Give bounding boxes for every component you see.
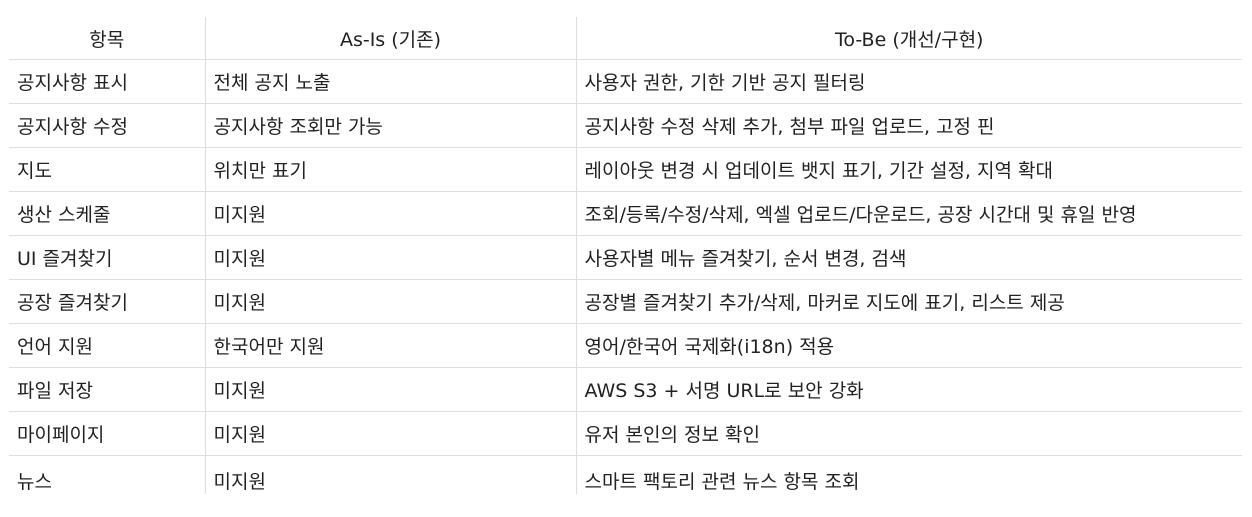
cell-as-is: 위치만 표기 [204, 147, 576, 192]
cell-as-is: 미지원 [204, 367, 576, 412]
cell-item: 마이페이지 [9, 411, 205, 456]
table-row: 공지사항 표시 전체 공지 노출 사용자 권한, 기한 기반 공지 필터링 [9, 59, 1242, 104]
table-row: 언어 지원 한국어만 지원 영어/한국어 국제화(i18n) 적용 [9, 323, 1242, 368]
cell-as-is: 미지원 [204, 235, 576, 280]
table-row: 마이페이지 미지원 유저 본인의 정보 확인 [9, 411, 1242, 456]
cell-item: 공지사항 수정 [9, 103, 205, 148]
table-row: 뉴스 미지원 스마트 팩토리 관련 뉴스 항목 조회 [9, 455, 1242, 494]
comparison-table-container: 항목 As-Is (기존) To-Be (개선/구현) 공지사항 표시 전체 공… [9, 17, 1242, 494]
cell-to-be: 유저 본인의 정보 확인 [575, 411, 1242, 456]
cell-item: 지도 [9, 147, 205, 192]
cell-item: 파일 저장 [9, 367, 205, 412]
cell-as-is: 미지원 [204, 191, 576, 236]
header-item: 항목 [9, 17, 205, 60]
cell-item: 공지사항 표시 [9, 59, 205, 104]
cell-item: 공장 즐겨찾기 [9, 279, 205, 324]
cell-to-be: 영어/한국어 국제화(i18n) 적용 [575, 323, 1242, 368]
table-row: 공지사항 수정 공지사항 조회만 가능 공지사항 수정 삭제 추가, 첨부 파일… [9, 103, 1242, 148]
cell-item: 생산 스케줄 [9, 191, 205, 236]
cell-to-be: AWS S3 + 서명 URL로 보안 강화 [575, 367, 1242, 412]
table-row: UI 즐겨찾기 미지원 사용자별 메뉴 즐겨찾기, 순서 변경, 검색 [9, 235, 1242, 280]
cell-to-be: 공장별 즐겨찾기 추가/삭제, 마커로 지도에 표기, 리스트 제공 [575, 279, 1242, 324]
cell-item: 언어 지원 [9, 323, 205, 368]
table-row: 지도 위치만 표기 레이아웃 변경 시 업데이트 뱃지 표기, 기간 설정, 지… [9, 147, 1242, 192]
cell-item: UI 즐겨찾기 [9, 235, 205, 280]
header-to-be: To-Be (개선/구현) [575, 17, 1242, 60]
table-row: 파일 저장 미지원 AWS S3 + 서명 URL로 보안 강화 [9, 367, 1242, 412]
table-row: 공장 즐겨찾기 미지원 공장별 즐겨찾기 추가/삭제, 마커로 지도에 표기, … [9, 279, 1242, 324]
cell-to-be: 스마트 팩토리 관련 뉴스 항목 조회 [575, 455, 1242, 494]
as-is-to-be-table: 항목 As-Is (기존) To-Be (개선/구현) 공지사항 표시 전체 공… [9, 17, 1242, 494]
cell-as-is: 미지원 [204, 455, 576, 494]
cell-as-is: 공지사항 조회만 가능 [204, 103, 576, 148]
cell-as-is: 미지원 [204, 279, 576, 324]
cell-as-is: 미지원 [204, 411, 576, 456]
cell-to-be: 사용자 권한, 기한 기반 공지 필터링 [575, 59, 1242, 104]
header-as-is: As-Is (기존) [204, 17, 576, 60]
cell-item: 뉴스 [17, 471, 52, 493]
cell-as-is: 전체 공지 노출 [204, 59, 576, 104]
header-row: 항목 As-Is (기존) To-Be (개선/구현) [9, 17, 1242, 60]
cell-to-be: 레이아웃 변경 시 업데이트 뱃지 표기, 기간 설정, 지역 확대 [575, 147, 1242, 192]
cell-to-be: 사용자별 메뉴 즐겨찾기, 순서 변경, 검색 [575, 235, 1242, 280]
cell-as-is: 한국어만 지원 [204, 323, 576, 368]
cell-to-be: 공지사항 수정 삭제 추가, 첨부 파일 업로드, 고정 핀 [575, 103, 1242, 148]
table-row: 생산 스케줄 미지원 조회/등록/수정/삭제, 엑셀 업로드/다운로드, 공장 … [9, 191, 1242, 236]
cell-to-be: 조회/등록/수정/삭제, 엑셀 업로드/다운로드, 공장 시간대 및 휴일 반영 [575, 191, 1242, 236]
